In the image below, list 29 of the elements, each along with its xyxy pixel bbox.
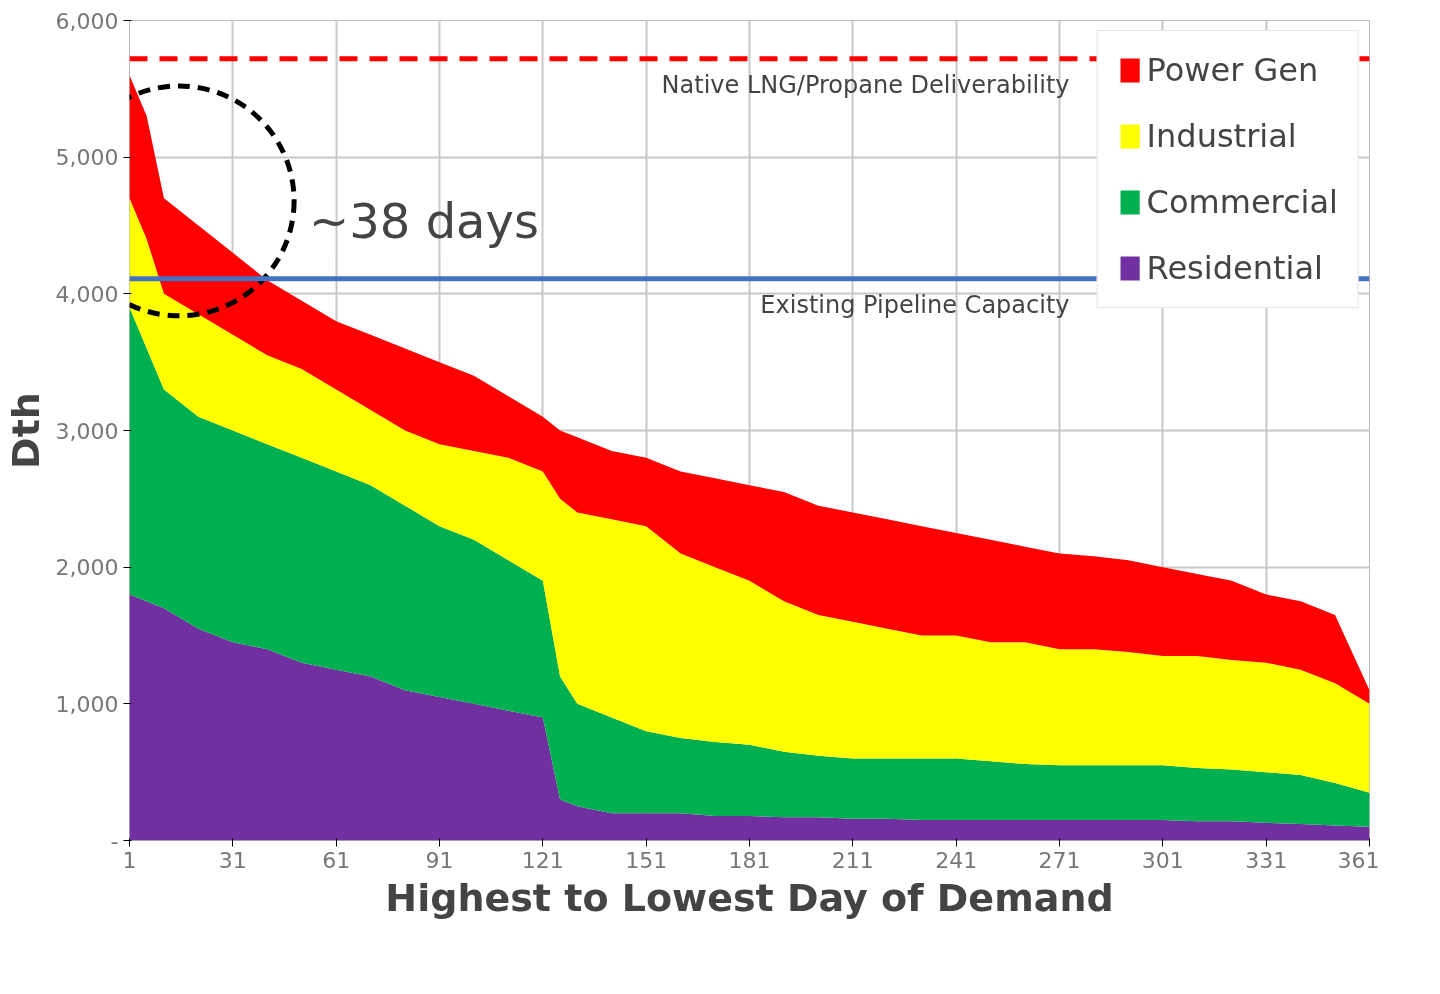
ref-line-label: Native LNG/Propane Deliverability bbox=[661, 70, 1070, 99]
y-axis-title: Dth bbox=[3, 392, 48, 469]
x-tick-label: 211 bbox=[831, 847, 874, 873]
ref-line-label: Existing Pipeline Capacity bbox=[760, 290, 1070, 319]
x-axis-title: Highest to Lowest Day of Demand bbox=[385, 875, 1114, 920]
x-tick-label: 181 bbox=[728, 847, 771, 873]
x-tick-label: 301 bbox=[1141, 847, 1184, 873]
x-tick-label: 31 bbox=[218, 847, 247, 873]
y-tick-label: 3,000 bbox=[55, 418, 119, 444]
legend-label: Commercial bbox=[1146, 183, 1338, 221]
y-tick-label: - bbox=[110, 828, 119, 854]
y-tick-label: 1,000 bbox=[55, 691, 119, 717]
y-tick-label: 2,000 bbox=[55, 555, 119, 581]
x-tick-label: 91 bbox=[425, 847, 454, 873]
x-tick-label: 331 bbox=[1245, 847, 1288, 873]
y-tick-label: 4,000 bbox=[55, 281, 119, 307]
legend-label: Residential bbox=[1146, 249, 1323, 287]
legend-label: Power Gen bbox=[1146, 51, 1319, 89]
x-tick-label: 61 bbox=[322, 847, 351, 873]
x-tick-label: 1 bbox=[122, 847, 137, 873]
x-tick-label: 121 bbox=[521, 847, 564, 873]
x-tick-label: 241 bbox=[935, 847, 978, 873]
y-tick-label: 6,000 bbox=[55, 8, 119, 34]
x-tick-label: 271 bbox=[1038, 847, 1081, 873]
x-tick-label: 361 bbox=[1337, 847, 1380, 873]
y-tick-label: 5,000 bbox=[55, 145, 119, 171]
annotation: ~38 days bbox=[309, 192, 539, 249]
legend-label: Industrial bbox=[1146, 117, 1297, 155]
x-tick-label: 151 bbox=[625, 847, 668, 873]
